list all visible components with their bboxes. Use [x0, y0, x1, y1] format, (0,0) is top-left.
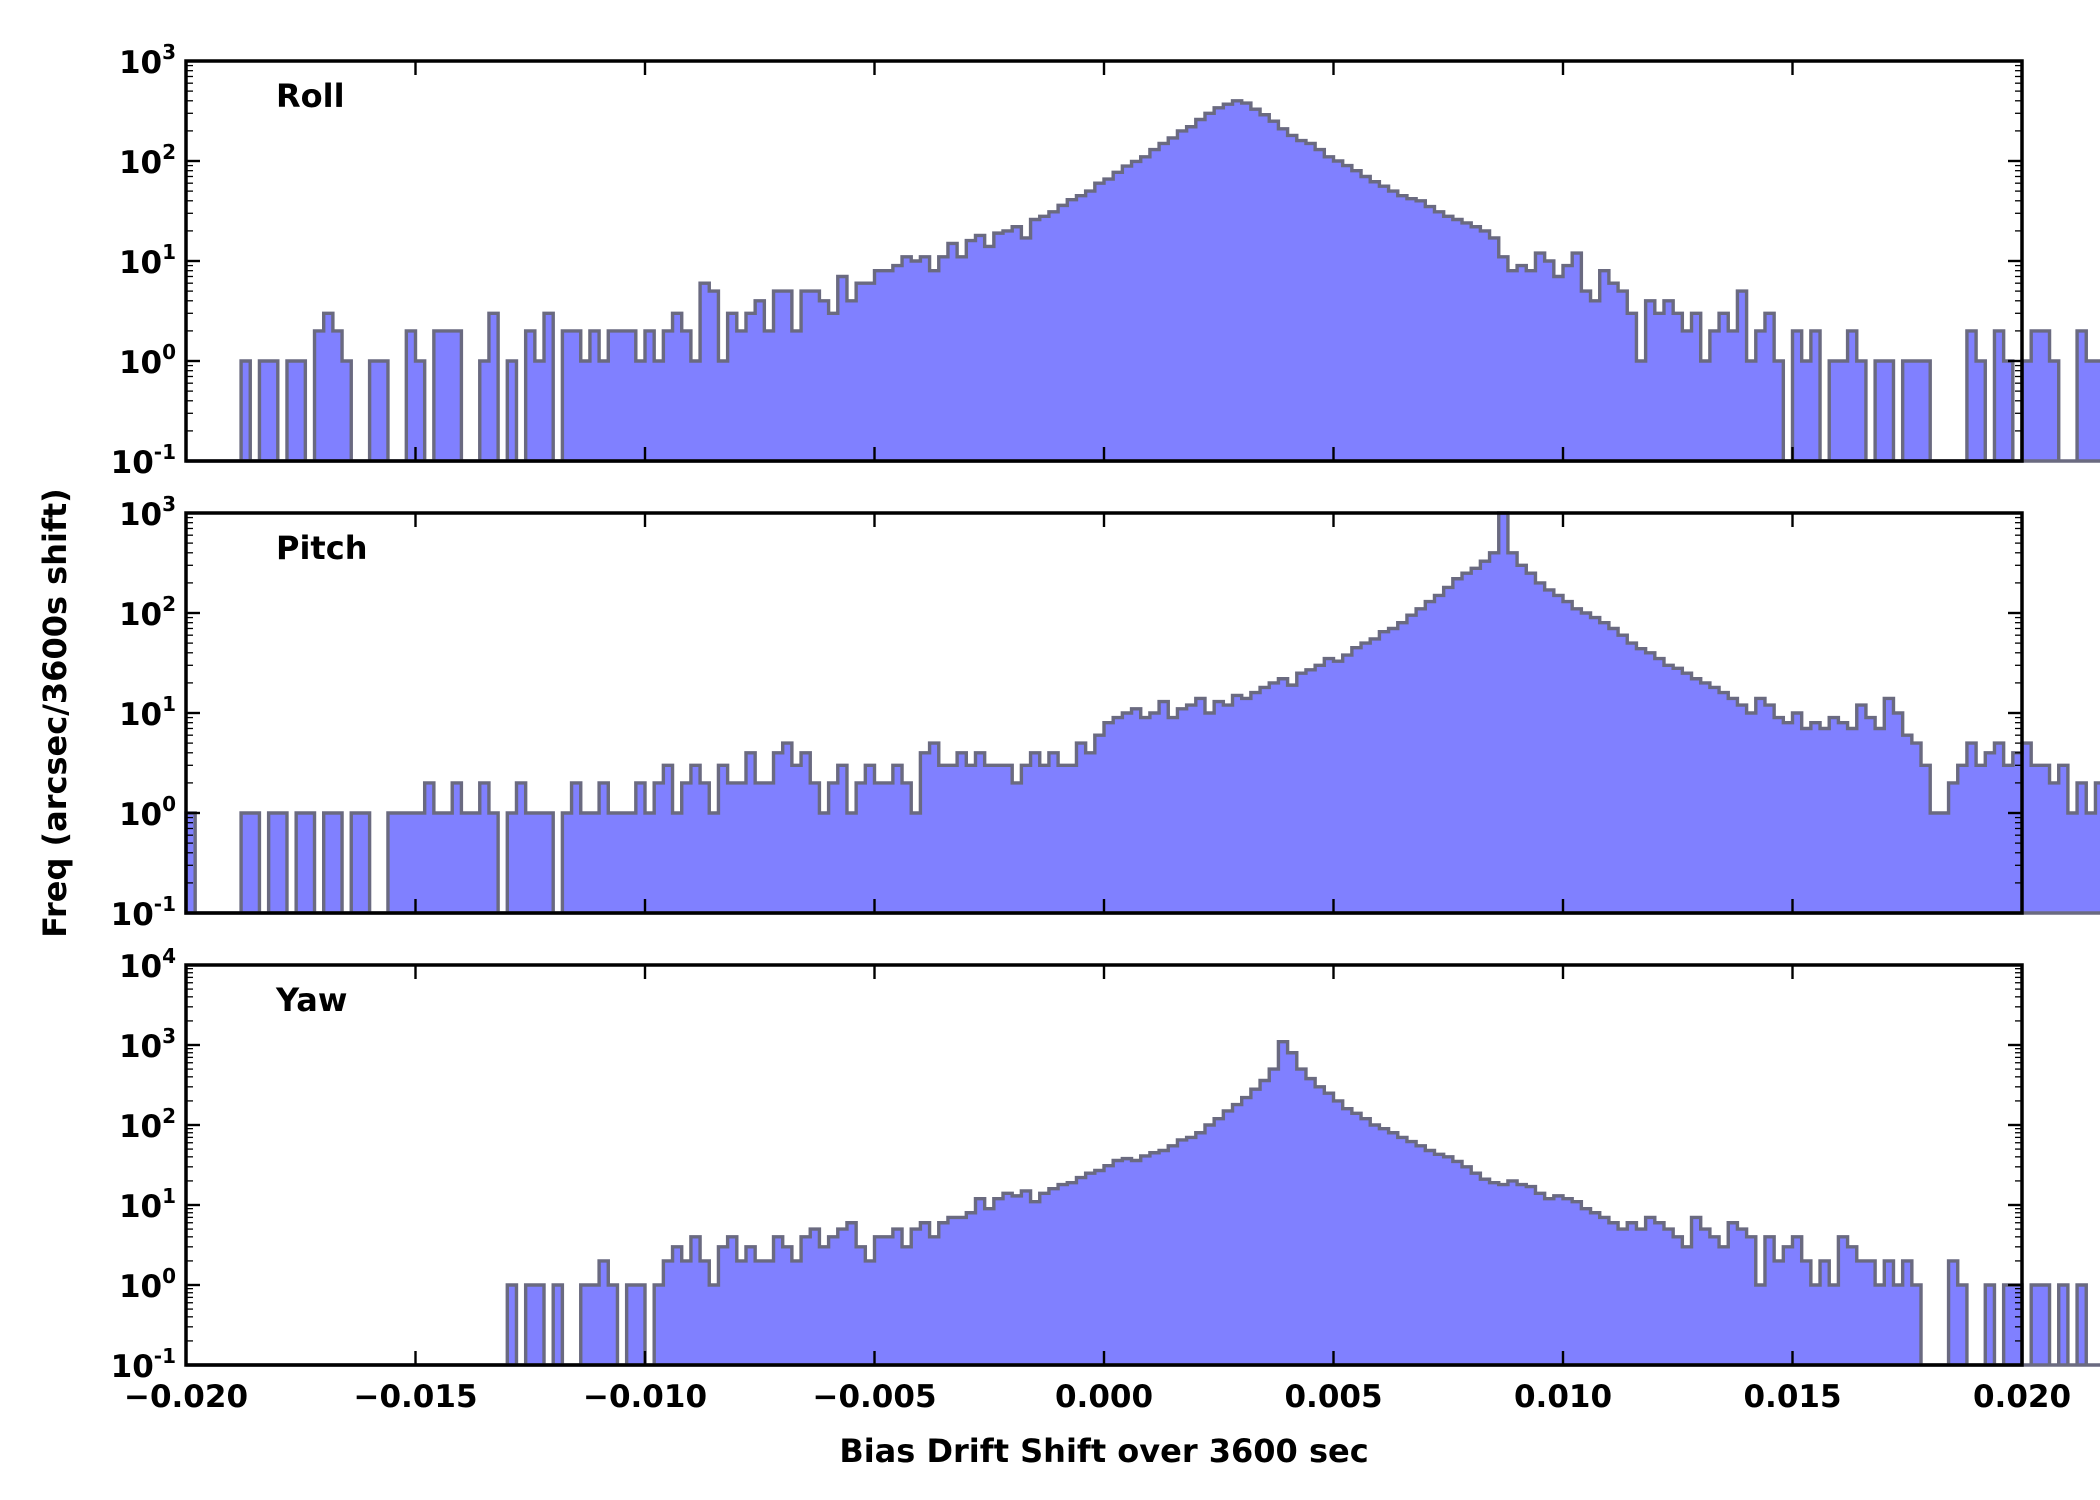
y-tick-base: 10: [119, 597, 162, 633]
y-tick-exponent: 1: [162, 692, 176, 716]
y-tick-label: 103: [119, 1024, 176, 1065]
y-tick-base: 10: [111, 1349, 154, 1385]
y-tick-label: 103: [119, 40, 176, 81]
y-tick-base: 10: [119, 45, 162, 81]
histogram-roll: [186, 99, 2100, 463]
y-tick-label: 10-1: [111, 1344, 176, 1385]
y-tick-exponent: 3: [162, 40, 176, 64]
y-tick-exponent: 1: [162, 240, 176, 264]
y-tick-exponent: -1: [154, 1344, 176, 1368]
y-axis-label: Freq (arcsec/3600s shift): [36, 488, 74, 938]
panel-label: Roll: [276, 77, 345, 115]
y-tick-exponent: 0: [162, 340, 176, 364]
y-tick-base: 10: [119, 345, 162, 381]
x-tick-label: −0.010: [583, 1379, 707, 1415]
y-tick-label: 104: [119, 944, 176, 985]
x-tick-label: −0.020: [124, 1379, 248, 1415]
y-tick-base: 10: [119, 1189, 162, 1225]
y-tick-label: 100: [119, 1264, 176, 1305]
y-tick-label: 101: [119, 1184, 176, 1225]
y-tick-exponent: -1: [154, 440, 176, 464]
x-tick-label: 0.015: [1743, 1379, 1841, 1415]
y-tick-base: 10: [111, 445, 154, 481]
x-tick-label: 0.000: [1055, 1379, 1153, 1415]
y-tick-exponent: 2: [162, 1104, 176, 1128]
y-tick-label: 103: [119, 492, 176, 533]
y-tick-label: 102: [119, 140, 176, 181]
y-tick-base: 10: [119, 697, 162, 733]
y-tick-base: 10: [119, 1109, 162, 1145]
y-tick-exponent: -1: [154, 892, 176, 916]
y-tick-base: 10: [119, 1269, 162, 1305]
x-tick-label: −0.015: [353, 1379, 477, 1415]
y-tick-base: 10: [111, 897, 154, 933]
y-tick-label: 101: [119, 240, 176, 281]
y-tick-exponent: 0: [162, 792, 176, 816]
x-axis-label: Bias Drift Shift over 3600 sec: [839, 1432, 1368, 1470]
y-tick-exponent: 3: [162, 1024, 176, 1048]
y-tick-label: 10-1: [111, 440, 176, 481]
panel-label: Yaw: [275, 981, 347, 1019]
y-tick-label: 102: [119, 592, 176, 633]
x-tick-label: 0.005: [1284, 1379, 1382, 1415]
axes-frame: [184, 963, 2024, 1367]
panel-label: Pitch: [276, 529, 367, 567]
y-tick-base: 10: [119, 1029, 162, 1065]
y-tick-base: 10: [119, 949, 162, 985]
y-tick-exponent: 4: [162, 944, 176, 968]
y-tick-base: 10: [119, 245, 162, 281]
y-tick-label: 101: [119, 692, 176, 733]
x-tick-label: 0.020: [1973, 1379, 2071, 1415]
y-tick-base: 10: [119, 797, 162, 833]
axes-frame: [184, 511, 2024, 915]
y-tick-exponent: 0: [162, 1264, 176, 1288]
y-tick-base: 10: [119, 497, 162, 533]
axes-frame: [184, 59, 2024, 463]
y-tick-exponent: 1: [162, 1184, 176, 1208]
y-tick-exponent: 2: [162, 140, 176, 164]
histogram-yaw: [186, 1039, 2100, 1367]
y-tick-exponent: 2: [162, 592, 176, 616]
y-tick-exponent: 3: [162, 492, 176, 516]
y-tick-label: 10-1: [111, 892, 176, 933]
y-tick-base: 10: [119, 145, 162, 181]
y-tick-label: 100: [119, 340, 176, 381]
x-tick-label: 0.010: [1514, 1379, 1612, 1415]
panels: 10-1100101102103Roll10-1100101102103Pitc…: [111, 40, 2100, 1415]
y-tick-label: 102: [119, 1104, 176, 1145]
histogram-pitch: [184, 511, 2100, 915]
x-tick-label: −0.005: [812, 1379, 936, 1415]
y-tick-label: 100: [119, 792, 176, 833]
